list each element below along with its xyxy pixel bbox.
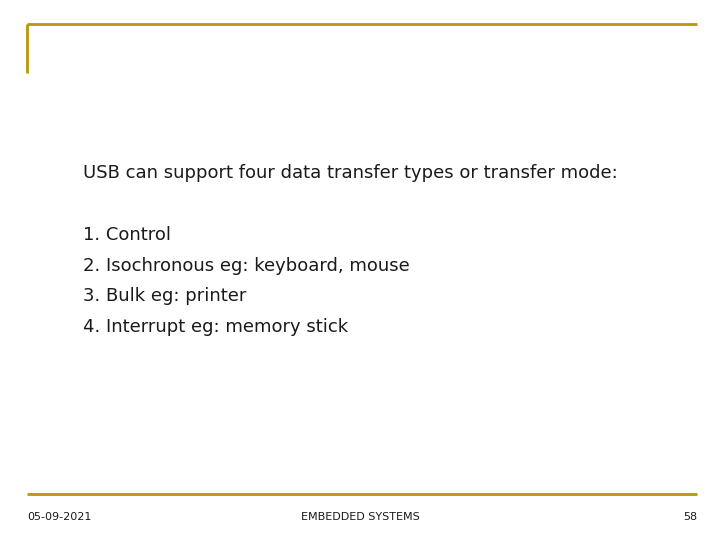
Text: USB can support four data transfer types or transfer mode:: USB can support four data transfer types… bbox=[83, 164, 618, 182]
Text: 58: 58 bbox=[683, 512, 697, 522]
Text: 2. Isochronous eg: keyboard, mouse: 2. Isochronous eg: keyboard, mouse bbox=[83, 256, 410, 275]
Text: 3. Bulk eg: printer: 3. Bulk eg: printer bbox=[83, 287, 246, 306]
Text: EMBEDDED SYSTEMS: EMBEDDED SYSTEMS bbox=[301, 512, 419, 522]
Text: 1. Control: 1. Control bbox=[83, 226, 171, 244]
Text: 05-09-2021: 05-09-2021 bbox=[27, 512, 91, 522]
Text: 4. Interrupt eg: memory stick: 4. Interrupt eg: memory stick bbox=[83, 318, 348, 336]
